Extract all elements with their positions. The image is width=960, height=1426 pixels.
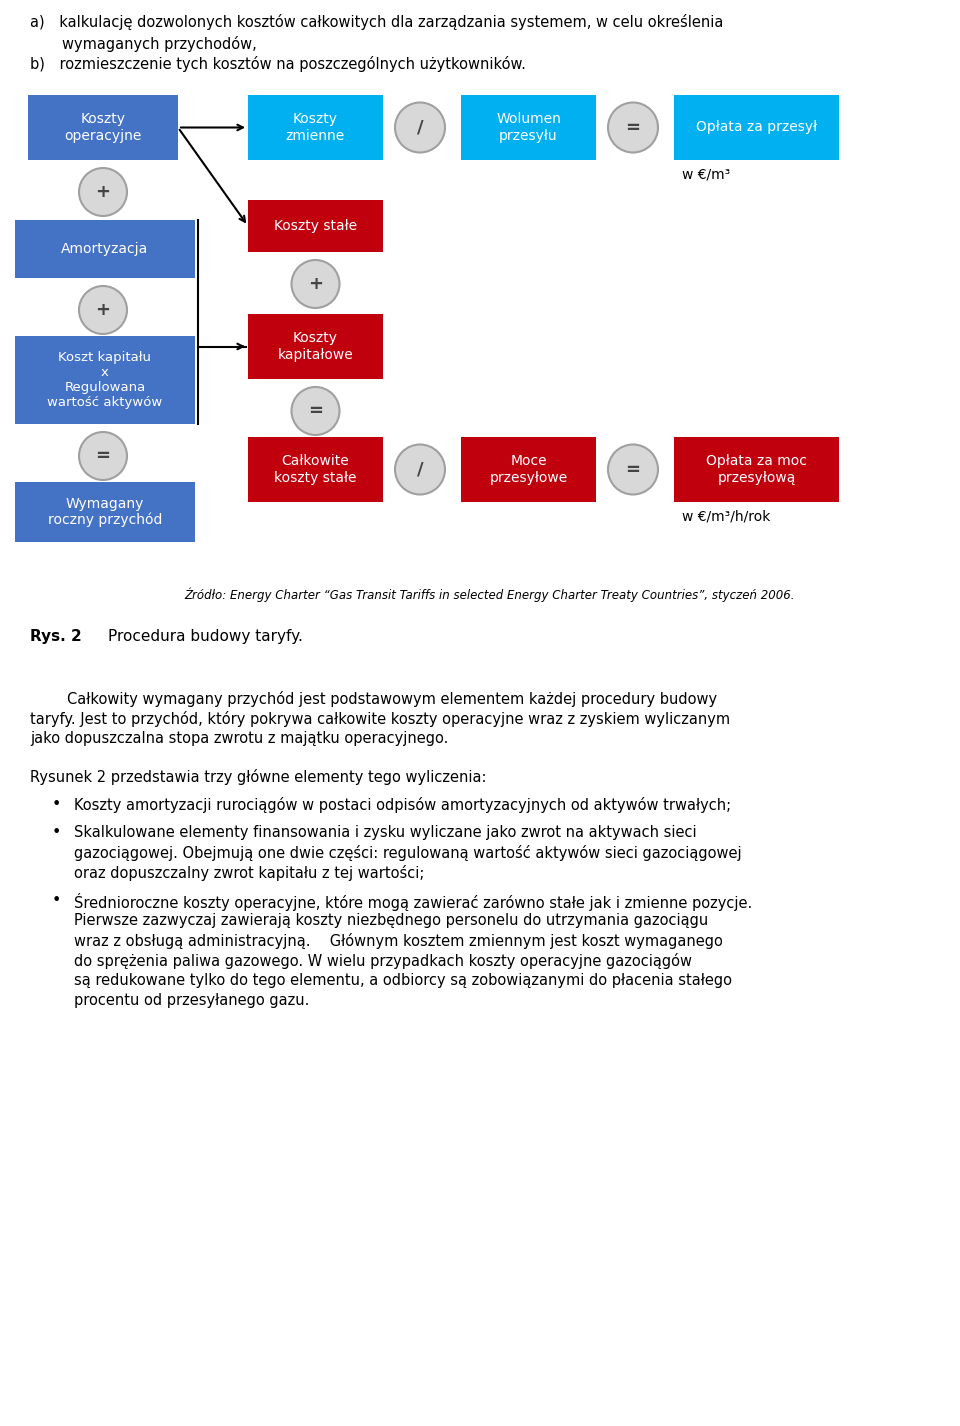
Text: Procedura budowy taryfy.: Procedura budowy taryfy. [108,629,302,645]
Text: b) rozmieszczenie tych kosztów na poszczególnych użytkowników.: b) rozmieszczenie tych kosztów na poszcz… [30,56,526,71]
Text: Koszty
operacyjne: Koszty operacyjne [64,113,142,143]
Text: Koszty stałe: Koszty stałe [274,220,357,232]
Text: Opłata za przesył: Opłata za przesył [696,121,817,134]
Text: a) kalkulację dozwolonych kosztów całkowitych dla zarządzania systemem, w celu o: a) kalkulację dozwolonych kosztów całkow… [30,14,724,30]
Text: procentu od przesyłanego gazu.: procentu od przesyłanego gazu. [74,992,309,1008]
Text: jako dopuszczalna stopa zwrotu z majątku operacyjnego.: jako dopuszczalna stopa zwrotu z majątku… [30,732,448,746]
Text: Opłata za moc
przesyłową: Opłata za moc przesyłową [706,455,807,485]
Text: Koszty
zmienne: Koszty zmienne [286,113,346,143]
Text: Wymagany
roczny przychód: Wymagany roczny przychód [48,496,162,528]
Text: do sprężenia paliwa gazowego. W wielu przypadkach koszty operacyjne gazociągów: do sprężenia paliwa gazowego. W wielu pr… [74,953,692,970]
Ellipse shape [395,103,445,153]
FancyBboxPatch shape [674,96,839,160]
Text: =: = [308,402,323,421]
Text: gazociągowej. Obejmują one dwie części: regulowaną wartość aktywów sieci gazocią: gazociągowej. Obejmują one dwie części: … [74,846,742,861]
FancyBboxPatch shape [248,314,383,379]
Text: taryfy. Jest to przychód, który pokrywa całkowite koszty operacyjne wraz z zyski: taryfy. Jest to przychód, który pokrywa … [30,712,731,727]
Text: Skalkulowane elementy finansowania i zysku wyliczane jako zwrot na aktywach siec: Skalkulowane elementy finansowania i zys… [74,826,697,840]
Text: Moce
przesyłowe: Moce przesyłowe [490,455,567,485]
Text: wymaganych przychodów,: wymaganych przychodów, [62,36,256,51]
Ellipse shape [79,168,127,215]
Text: w €/m³/h/rok: w €/m³/h/rok [682,511,770,523]
Ellipse shape [292,260,340,308]
Text: Amortyzacja: Amortyzacja [61,242,149,257]
FancyBboxPatch shape [248,96,383,160]
Text: Pierwsze zazwyczaj zawierają koszty niezbędnego personelu do utrzymania gazociąg: Pierwsze zazwyczaj zawierają koszty niez… [74,913,708,928]
Text: Rys. 2: Rys. 2 [30,629,82,645]
Text: oraz dopuszczalny zwrot kapitału z tej wartości;: oraz dopuszczalny zwrot kapitału z tej w… [74,866,424,881]
Text: Koszty amortyzacji rurociągów w postaci odpisów amortyzacyjnych od aktywów trwał: Koszty amortyzacji rurociągów w postaci … [74,797,732,813]
Text: •: • [52,797,61,811]
Text: Koszty
kapitałowe: Koszty kapitałowe [277,331,353,362]
Ellipse shape [608,103,658,153]
Text: •: • [52,893,61,908]
Ellipse shape [292,386,340,435]
FancyBboxPatch shape [15,337,195,424]
Text: +: + [308,275,323,292]
Ellipse shape [395,445,445,495]
Text: +: + [95,183,110,201]
Text: /: / [417,461,423,479]
FancyBboxPatch shape [248,200,383,252]
Text: Całkowite
koszty stałe: Całkowite koszty stałe [275,455,357,485]
Ellipse shape [79,432,127,481]
Text: +: + [95,301,110,319]
Text: •: • [52,826,61,840]
Text: =: = [626,461,640,479]
Ellipse shape [79,287,127,334]
Text: =: = [95,446,110,465]
FancyBboxPatch shape [674,436,839,502]
FancyBboxPatch shape [461,436,596,502]
Text: Źródło: Energy Charter “Gas Transit Tariffs in selected Energy Charter Treaty Co: Źródło: Energy Charter “Gas Transit Tari… [184,588,795,602]
FancyBboxPatch shape [461,96,596,160]
Text: Rysunek 2 przedstawia trzy główne elementy tego wyliczenia:: Rysunek 2 przedstawia trzy główne elemen… [30,769,487,784]
Ellipse shape [608,445,658,495]
Text: /: / [417,118,423,137]
Text: Wolumen
przesyłu: Wolumen przesyłu [496,113,561,143]
Text: wraz z obsługą administracyjną.  Głównym kosztem zmiennym jest koszt wymaganego: wraz z obsługą administracyjną. Głównym … [74,933,723,948]
Text: Koszt kapitału
x
Regulowana
wartość aktywów: Koszt kapitału x Regulowana wartość akty… [47,351,162,409]
Text: w €/m³: w €/m³ [682,168,731,183]
Text: Całkowity wymagany przychód jest podstawowym elementem każdej procedury budowy: Całkowity wymagany przychód jest podstaw… [30,692,717,707]
Text: Średnioroczne koszty operacyjne, które mogą zawierać zarówno stałe jak i zmienne: Średnioroczne koszty operacyjne, które m… [74,893,753,911]
FancyBboxPatch shape [28,96,178,160]
FancyBboxPatch shape [248,436,383,502]
FancyBboxPatch shape [15,482,195,542]
FancyBboxPatch shape [15,220,195,278]
Text: są redukowane tylko do tego elementu, a odbiorcy są zobowiązanymi do płacenia st: są redukowane tylko do tego elementu, a … [74,973,732,988]
Text: =: = [626,118,640,137]
